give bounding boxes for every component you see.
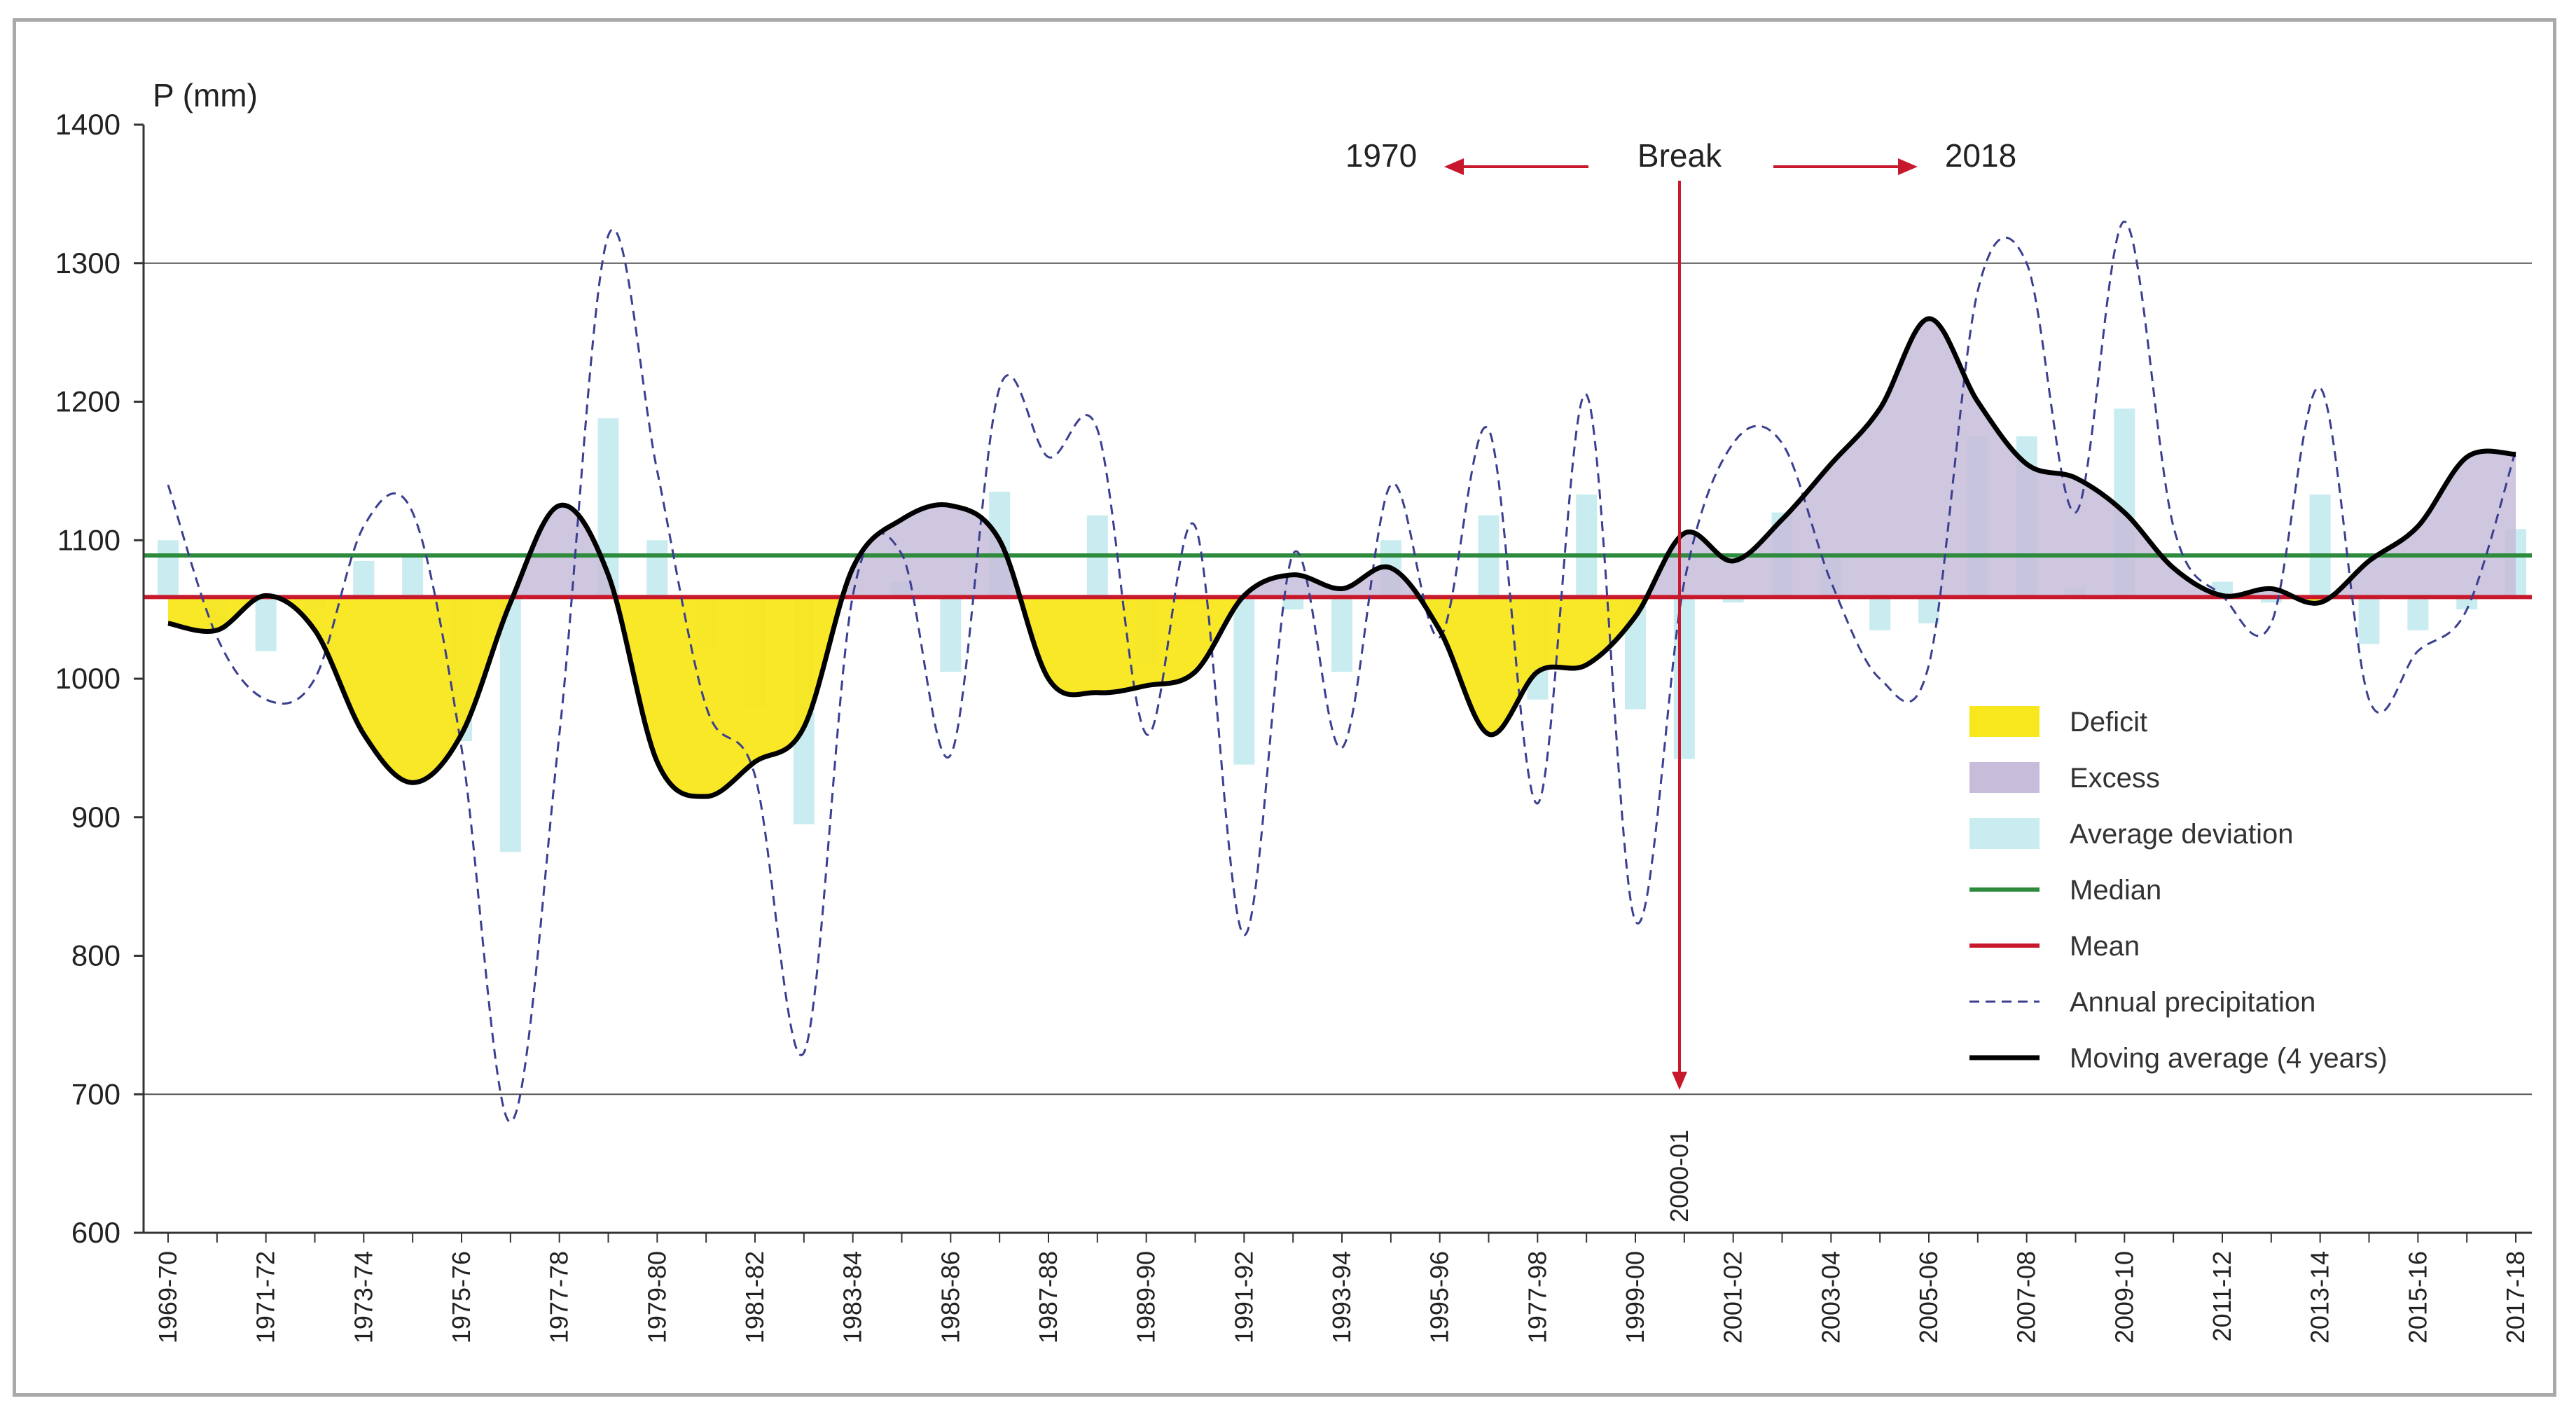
deviation-bar xyxy=(2407,597,2429,630)
x-tick-label: 2013-14 xyxy=(2306,1251,2334,1343)
x-tick-label: 1995-96 xyxy=(1425,1251,1454,1343)
y-tick-label: 700 xyxy=(71,1077,120,1110)
x-tick-label: 1981-82 xyxy=(740,1251,769,1343)
legend-swatch-box xyxy=(1969,818,2040,849)
deviation-bar xyxy=(1673,597,1695,759)
deviation-bar xyxy=(353,560,375,597)
y-tick-label: 1100 xyxy=(57,523,120,556)
deviation-bar xyxy=(1233,597,1255,765)
legend-label: Median xyxy=(2070,875,2161,906)
legend-swatch-box xyxy=(1969,762,2040,793)
average-deviation-bars xyxy=(158,408,2526,852)
excess-area xyxy=(260,318,2516,597)
x-tick-label: 1989-90 xyxy=(1132,1251,1161,1343)
x-tick-label: 2001-02 xyxy=(1719,1251,1747,1343)
legend-swatch-box xyxy=(1969,706,2040,737)
x-tick-label: 1983-84 xyxy=(838,1251,867,1343)
gridlines xyxy=(144,262,2532,1095)
legend-label: Deficit xyxy=(2070,707,2147,738)
y-tick-label: 1200 xyxy=(55,385,120,418)
x-tick-label: 1991-92 xyxy=(1229,1251,1258,1343)
annual-precipitation-line xyxy=(167,220,2517,1124)
x-tick-label: 2011-12 xyxy=(2208,1251,2236,1341)
deviation-bar xyxy=(2358,597,2380,644)
deviation-bar xyxy=(499,597,521,852)
deficit-excess-areas xyxy=(168,318,2516,797)
x-tick-label: 1975-76 xyxy=(447,1251,476,1343)
legend-label: Average deviation xyxy=(2070,819,2294,850)
x-tick-label: 2015-16 xyxy=(2403,1251,2432,1343)
break-label: Break xyxy=(1637,137,1722,174)
x-tick-labels: 1969-70 1971-72 1973-74 1975-76 1977-78 1979-… xyxy=(153,1251,2530,1343)
x-tick-label: 2005-06 xyxy=(1914,1251,1943,1343)
x-tick-label: 2009-10 xyxy=(2110,1251,2138,1343)
deviation-bar xyxy=(1722,597,1744,603)
y-axis-label: P (mm) xyxy=(153,77,258,113)
x-tick-label: 1971-72 xyxy=(251,1251,280,1343)
deviation-bar xyxy=(255,597,277,651)
legend: Deficit Excess Average deviation Median Mean… xyxy=(1969,706,2388,1074)
y-tick-label: 1400 xyxy=(55,108,120,141)
y-tick-label: 800 xyxy=(71,939,120,972)
x-tick-label: 2003-04 xyxy=(1816,1251,1845,1343)
deviation-bar xyxy=(402,554,424,597)
y-tick-label: 1000 xyxy=(55,662,120,695)
deviation-bar xyxy=(1282,597,1304,610)
x-tick-label: 2007-08 xyxy=(2012,1251,2041,1343)
deviation-bar xyxy=(2456,597,2478,610)
x-tick-label: 1999-00 xyxy=(1621,1251,1649,1343)
legend-label: Annual precipitation xyxy=(2070,987,2315,1018)
deviation-bar xyxy=(1331,597,1352,672)
y-tick-label: 900 xyxy=(71,801,120,834)
deviation-bar xyxy=(940,597,962,672)
left-arrow-head xyxy=(1444,158,1464,175)
x-tick-label: 1977-98 xyxy=(1523,1251,1551,1343)
moving-average-line xyxy=(167,316,2516,799)
x-tick-label: 2017-18 xyxy=(2501,1251,2530,1343)
break-arrow-head xyxy=(1672,1072,1687,1090)
y-tick-label: 600 xyxy=(71,1216,120,1249)
y-tick-labels: 1400 1300 1200 1100 1000 900 800 700 600 xyxy=(55,108,120,1249)
break-year-label: 2000-01 xyxy=(1665,1130,1694,1222)
deviation-bar xyxy=(646,540,668,597)
chart-frame xyxy=(13,18,2556,1397)
break-right-year: 2018 xyxy=(1945,137,2016,174)
deviation-bar xyxy=(2260,597,2282,603)
deviation-bar xyxy=(158,540,179,597)
right-arrow-head xyxy=(1898,158,1918,175)
x-tick-label: 1985-86 xyxy=(936,1251,964,1343)
deviation-bar xyxy=(1869,597,1891,630)
deviation-bar xyxy=(2309,494,2331,597)
x-tick-label: 1979-80 xyxy=(642,1251,671,1343)
x-tick-label: 1993-94 xyxy=(1327,1251,1356,1343)
x-tick-label: 1977-78 xyxy=(545,1251,574,1343)
deviation-bar xyxy=(1918,597,1939,623)
x-tick-label: 1987-88 xyxy=(1034,1251,1062,1343)
break-annotation: Break 1970 2018 2000-01 xyxy=(1345,137,2016,1222)
deviation-bar xyxy=(1576,494,1598,597)
legend-label: Mean xyxy=(2070,931,2140,962)
legend-label: Moving average (4 years) xyxy=(2070,1043,2388,1074)
axes xyxy=(134,123,2532,1243)
x-tick-label: 1973-74 xyxy=(349,1251,378,1343)
x-tick-label: 1969-70 xyxy=(153,1251,182,1343)
deficit-area xyxy=(168,597,2516,797)
legend-label: Excess xyxy=(2070,763,2160,794)
break-left-year: 1970 xyxy=(1345,137,1417,174)
y-tick-label: 1300 xyxy=(55,247,120,279)
